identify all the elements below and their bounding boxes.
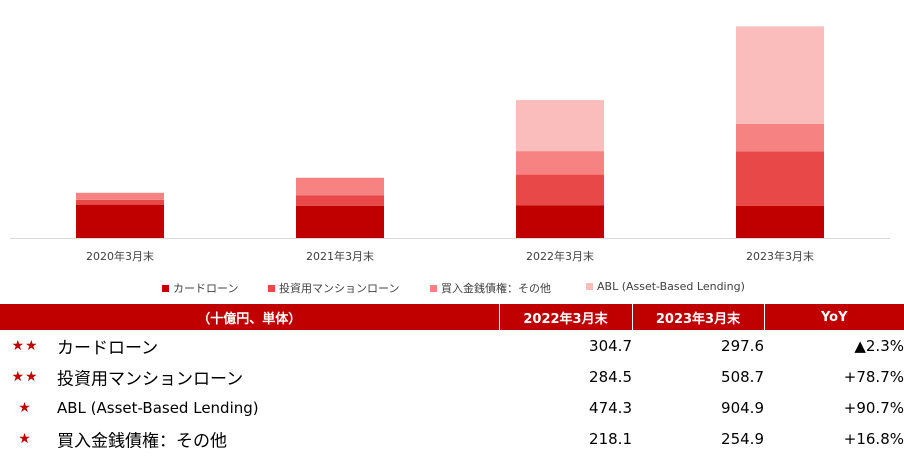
legend-label-card-loan: カードローン bbox=[173, 282, 239, 295]
legend-label-investment-mansion-loan: 投資用マンションローン bbox=[279, 282, 400, 295]
bar-segment bbox=[296, 195, 384, 206]
row-value-2022: 218.1 bbox=[589, 429, 632, 448]
row-yoy: +90.7% bbox=[843, 398, 904, 417]
row-value-2023: 254.9 bbox=[721, 429, 764, 448]
row-label: カードローン bbox=[57, 338, 159, 358]
x-tick-label: 2023年3月末 bbox=[746, 249, 814, 263]
bar-segment bbox=[736, 151, 824, 206]
table-header-yoy: YoY bbox=[764, 304, 904, 330]
row-label-cell: ★ ABL (Asset-Based Lending) bbox=[0, 392, 499, 423]
bar-segment bbox=[76, 199, 164, 205]
legend-label-purchased-receivables: 買入金銭債権：その他 bbox=[441, 282, 551, 295]
row-label-cell: ★★ 投資用マンションローン bbox=[0, 361, 499, 392]
row-yoy: +78.7% bbox=[843, 367, 904, 386]
legend-item-card-loan: カードローン bbox=[162, 280, 238, 296]
legend-swatch-investment-mansion-loan bbox=[268, 284, 275, 292]
table-header-2023: 2023年3月末 bbox=[632, 304, 765, 330]
table-header-unit: （十億円、単体） bbox=[0, 304, 500, 330]
legend-swatch-purchased-receivables bbox=[430, 284, 437, 292]
bar-segment bbox=[516, 205, 604, 238]
x-tick-label: 2021年3月末 bbox=[306, 249, 374, 263]
star-icon: ★★ bbox=[11, 337, 39, 354]
row-yoy: ▲2.3% bbox=[854, 336, 904, 355]
bar-segment bbox=[296, 205, 384, 238]
legend-swatch-card-loan bbox=[162, 284, 169, 292]
row-label: ABL (Asset-Based Lending) bbox=[57, 398, 259, 417]
row-value-2022: 474.3 bbox=[589, 398, 632, 417]
bar-segment bbox=[516, 100, 604, 152]
chart-legend: カードローン 投資用マンションローン 買入金銭債権：その他 ABL (Asset… bbox=[0, 280, 904, 298]
table-row: ★ 買入金銭債権：その他 218.1 254.9 +16.8% bbox=[0, 423, 904, 454]
bar-segment bbox=[516, 151, 604, 175]
table-row: ★ ABL (Asset-Based Lending) 474.3 904.9 … bbox=[0, 392, 904, 423]
legend-label-abl: ABL (Asset-Based Lending) bbox=[597, 280, 745, 293]
row-label: 買入金銭債権：その他 bbox=[57, 431, 227, 451]
row-value-2022: 284.5 bbox=[589, 367, 632, 386]
x-tick-label: 2020年3月末 bbox=[86, 249, 154, 263]
row-value-2023: 297.6 bbox=[721, 336, 764, 355]
row-value-2023: 904.9 bbox=[721, 398, 764, 417]
table-header-2022: 2022年3月末 bbox=[499, 304, 633, 330]
row-label-cell: ★ 買入金銭債権：その他 bbox=[0, 423, 499, 454]
legend-item-purchased-receivables: 買入金銭債権：その他 bbox=[430, 280, 551, 296]
row-value-2022: 304.7 bbox=[589, 336, 632, 355]
star-icon: ★★ bbox=[11, 368, 39, 385]
bars-group bbox=[76, 26, 824, 238]
table-row: ★★ 投資用マンションローン 284.5 508.7 +78.7% bbox=[0, 361, 904, 392]
bar-segment bbox=[736, 123, 824, 152]
row-yoy: +16.8% bbox=[843, 429, 904, 448]
x-tick-label: 2022年3月末 bbox=[526, 249, 594, 263]
table-row: ★★ カードローン 304.7 297.6 ▲2.3% bbox=[0, 330, 904, 361]
star-icon: ★ bbox=[18, 399, 32, 416]
loan-balance-table: （十億円、単体） 2022年3月末 2023年3月末 YoY ★★ カードローン… bbox=[0, 304, 904, 454]
bar-segment bbox=[736, 26, 824, 124]
bar-segment bbox=[76, 204, 164, 238]
bar-segment bbox=[76, 192, 164, 200]
bar-segment bbox=[516, 174, 604, 206]
x-tick-labels: 2020年3月末 2021年3月末 2022年3月末 2023年3月末 bbox=[86, 249, 814, 263]
stacked-bar-chart: 2020年3月末 2021年3月末 2022年3月末 2023年3月末 bbox=[10, 26, 890, 263]
legend-item-investment-mansion-loan: 投資用マンションローン bbox=[268, 280, 399, 296]
bar-segment bbox=[296, 177, 384, 196]
bar-segment bbox=[736, 205, 824, 238]
legend-item-abl: ABL (Asset-Based Lending) bbox=[586, 280, 745, 293]
star-icon: ★ bbox=[18, 430, 32, 447]
row-label-cell: ★★ カードローン bbox=[0, 330, 499, 361]
legend-swatch-abl bbox=[586, 283, 593, 290]
row-value-2023: 508.7 bbox=[721, 367, 764, 386]
row-label: 投資用マンションローン bbox=[57, 369, 244, 389]
table-header-row: （十億円、単体） 2022年3月末 2023年3月末 YoY bbox=[0, 304, 904, 330]
